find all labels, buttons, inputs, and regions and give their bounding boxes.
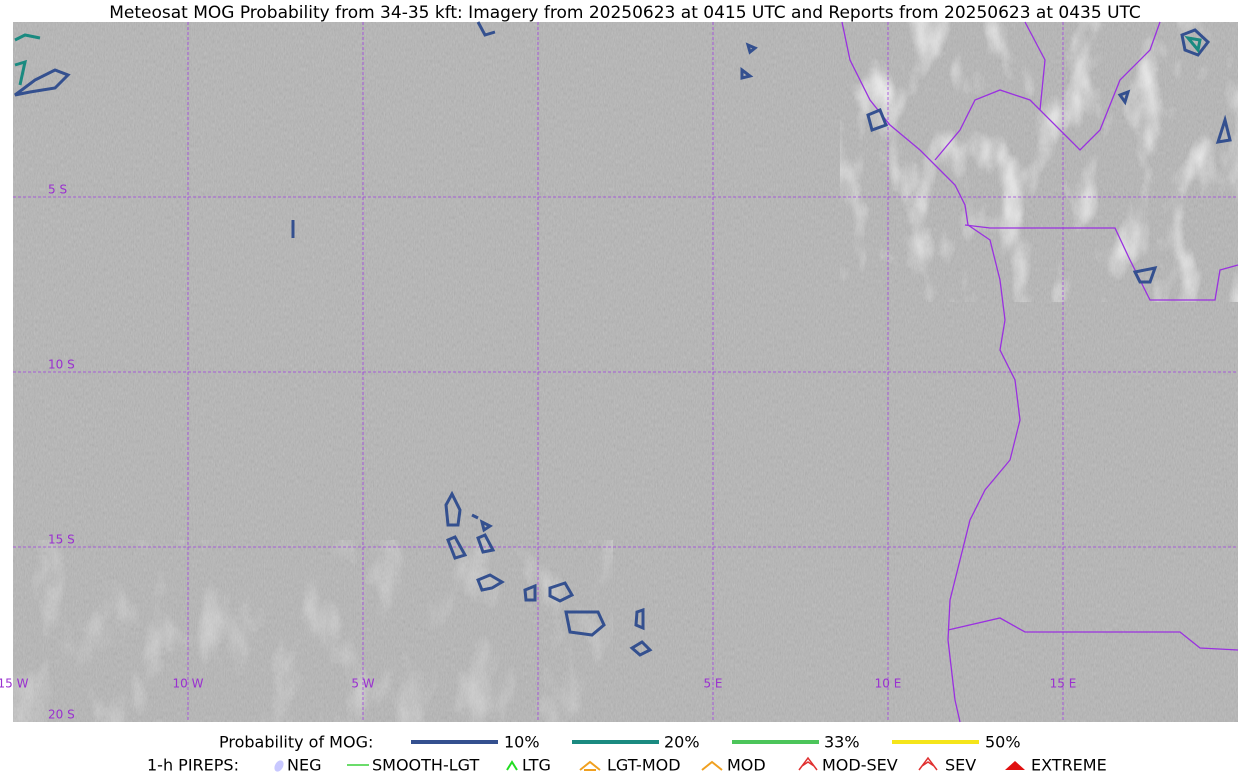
grid: [13, 22, 1238, 722]
lon-label: 5 W: [351, 677, 374, 691]
legend-icon: [274, 760, 284, 772]
legend-title: 1-h PIREPS:: [147, 756, 239, 775]
legend-icon: [701, 760, 723, 771]
legend-icon: [1005, 761, 1025, 770]
legend-icon: [918, 756, 938, 771]
legend-label: 20%: [664, 733, 700, 752]
legend-label: SEV: [945, 756, 976, 775]
legend-label: NEG: [287, 756, 321, 775]
map: 5 S 10 S 15 S 20 S 15 W 10 W 5 W 5 E 10 …: [0, 21, 1239, 723]
lon-label: 10 W: [173, 677, 204, 691]
legend-label: LGT-MOD: [607, 756, 681, 775]
lat-label: 20 S: [48, 708, 75, 722]
legend: Probability of MOG: 10% 20% 33% 50% 1-h …: [147, 733, 1107, 775]
legend-label: MOD-SEV: [822, 756, 898, 775]
legend-icon: [506, 760, 518, 771]
legend-label: EXTREME: [1031, 756, 1107, 775]
legend-label: 10%: [504, 733, 540, 752]
cloud-area: [840, 22, 1238, 302]
lon-label: 15 W: [0, 677, 29, 691]
legend-label: LTG: [522, 756, 551, 775]
cloud-area: [13, 540, 613, 722]
lon-label: 15 E: [1050, 677, 1077, 691]
legend-label: MOD: [727, 756, 766, 775]
legend-label: 33%: [824, 733, 860, 752]
legend-label: 50%: [985, 733, 1021, 752]
legend-icon: [579, 760, 601, 771]
legend-icon: [798, 756, 818, 771]
legend-title: Probability of MOG:: [219, 733, 373, 752]
lat-label: 15 S: [48, 533, 75, 547]
legend-label: SMOOTH-LGT: [372, 756, 479, 775]
title: Meteosat MOG Probability from 34-35 kft:…: [109, 3, 1141, 23]
lon-labels: 15 W 10 W 5 W 5 E 10 E 15 E: [0, 677, 1076, 691]
lon-label: 5 E: [703, 677, 722, 691]
lon-label: 10 E: [875, 677, 902, 691]
lat-label: 5 S: [48, 183, 67, 197]
lat-labels: 5 S 10 S 15 S 20 S: [48, 183, 75, 722]
mog-contours: [14, 21, 1232, 657]
lat-label: 10 S: [48, 358, 75, 372]
